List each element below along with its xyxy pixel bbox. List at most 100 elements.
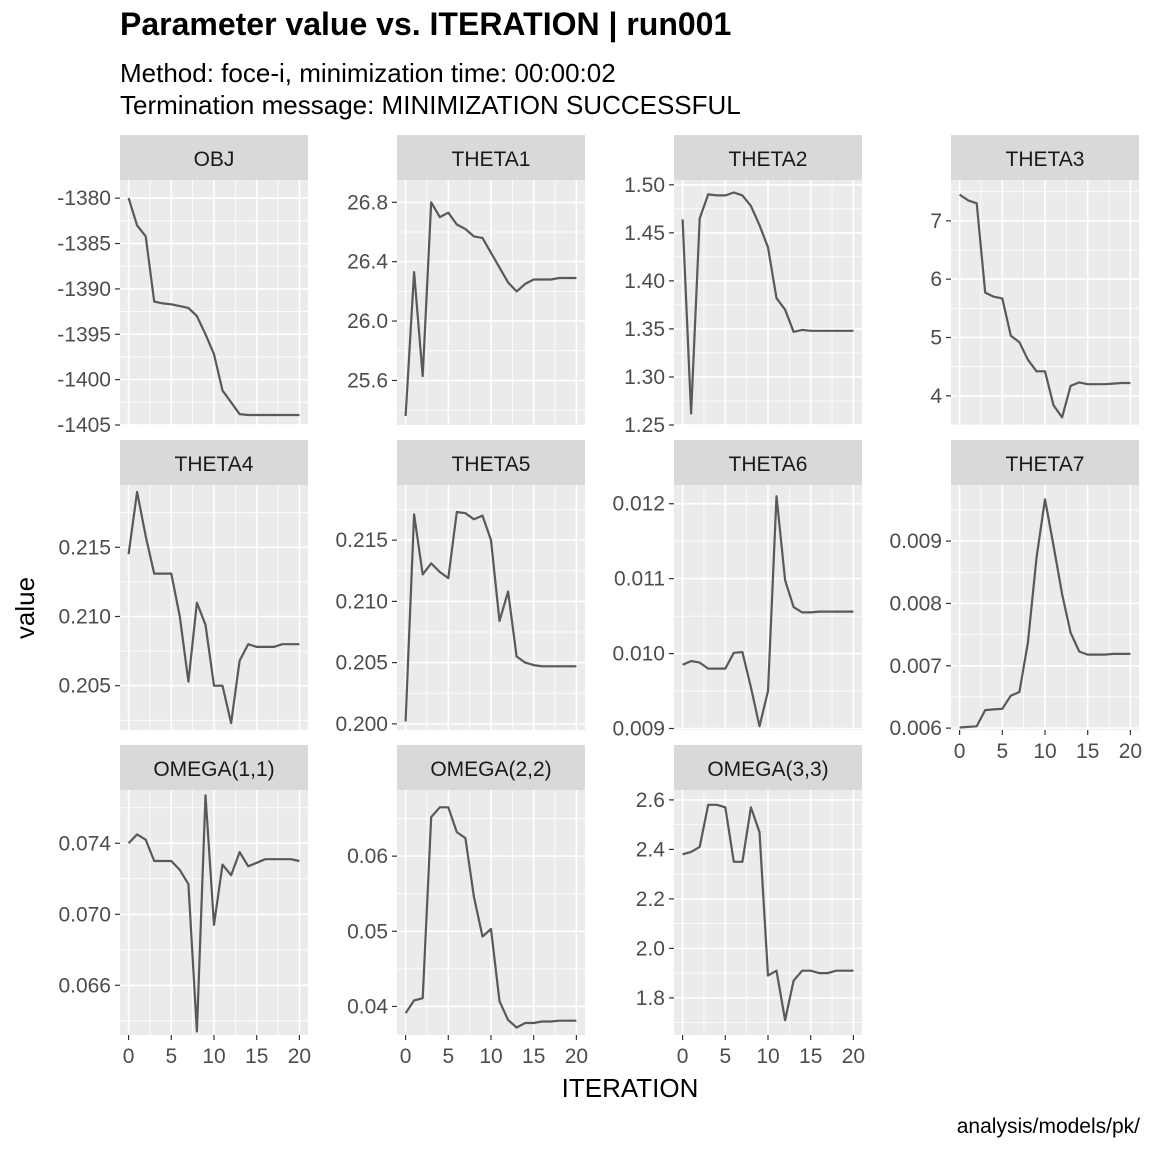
facet-strip-label: THETA7 [1006,453,1085,476]
y-tick-label: 0.009 [889,530,942,553]
facet-strip-label: OMEGA(3,3) [707,758,828,781]
x-tick-label: 15 [245,1045,268,1068]
facet-panel: OMEGA(3,3) 1.8 2.0 2.2 2.4 2.6 0 5 10 15 20 [636,745,865,1068]
series-line [404,201,577,417]
facet-panel: THETA6 0.009 0.010 0.011 0.012 [612,440,862,741]
series-line [127,794,300,1033]
facet-panel: THETA4 0.205 0.210 0.215 [58,440,308,730]
y-tick-label: 0.074 [58,832,111,855]
series-line [682,495,854,728]
y-tick-label: 25.6 [347,369,388,392]
y-tick-label: 0.200 [335,713,388,736]
y-tick-label: 1.8 [636,987,665,1010]
y-tick-label: 0.010 [612,643,665,666]
facet-strip-label: OMEGA(1,1) [153,758,274,781]
y-tick-label: 0.05 [347,920,388,943]
x-tick-label: 10 [202,1045,225,1068]
facet-strip [397,135,585,180]
facet-panel: OBJ -1380 -1385 -1390 -1395 -1400 -1405 [57,135,308,437]
y-tick-label: 0.009 [612,718,665,741]
x-tick-label: 15 [522,1045,545,1068]
y-tick-label: -1395 [57,323,111,346]
y-tick-label: 5 [930,327,942,350]
x-tick-label: 15 [1076,740,1099,763]
y-tick-label: -1385 [57,233,111,256]
facet-strip-label: THETA6 [729,453,808,476]
y-tick-label: -1380 [57,187,111,210]
y-tick-label: 2.0 [636,937,665,960]
y-tick-label: 1.45 [624,222,665,245]
y-tick-label: 0.215 [58,536,111,559]
series-line [958,193,1131,419]
y-tick-label: 0.008 [889,592,942,615]
facet-strip [951,135,1139,180]
y-axis-label: value [10,577,40,639]
y-tick-label: 26.8 [347,191,388,214]
y-tick-label: 2.2 [636,888,665,911]
facet-strip [397,440,585,485]
chart-caption: analysis/models/pk/ [956,1115,1140,1138]
y-tick-label: 1.50 [624,174,665,197]
y-tick-label: 7 [930,210,942,233]
x-tick-label: 20 [565,1045,588,1068]
y-tick-label: 0.210 [335,590,388,613]
x-tick-label: 20 [288,1045,311,1068]
facet-panel: OMEGA(1,1) 0.066 0.070 0.074 0 5 10 15 20 [58,745,311,1068]
y-tick-label: 0.06 [347,845,388,868]
x-tick-label: 5 [442,1045,454,1068]
facet-strip-label: THETA1 [452,148,531,171]
facet-panel: THETA5 0.200 0.205 0.210 0.215 [335,440,585,736]
y-tick-label: 0.210 [58,605,111,628]
x-tick-label: 0 [677,1045,689,1068]
y-tick-label: 2.4 [636,838,666,861]
facet-strip-label: THETA3 [1006,148,1085,171]
x-axis-label: ITERATION [562,1073,699,1103]
x-tick-label: 5 [165,1045,177,1068]
series-line [959,498,1131,729]
facet-strip [397,745,585,790]
facet-strip-label: OBJ [194,148,235,171]
x-tick-label: 10 [479,1045,502,1068]
x-tick-label: 15 [799,1045,822,1068]
facet-strip [120,135,308,180]
series-line [682,803,854,1022]
y-tick-label: 0.066 [58,974,111,997]
x-tick-label: 5 [719,1045,731,1068]
facet-panel: THETA1 25.6 26.0 26.4 26.8 [347,135,585,425]
y-tick-label: 0.070 [58,903,111,926]
facet-strip-label: THETA4 [175,453,254,476]
y-tick-label: 1.25 [624,414,665,437]
y-tick-label: 26.0 [347,310,388,333]
y-tick-label: 0.215 [335,529,388,552]
facet-panel: THETA3 4 5 6 7 [930,135,1139,426]
facet-strip [674,440,862,485]
facet-strip [120,745,308,790]
x-tick-label: 10 [1033,740,1056,763]
y-tick-label: 0.011 [614,568,665,591]
y-tick-label: -1390 [57,278,111,301]
y-tick-label: 0.006 [889,717,942,740]
y-tick-label: 1.30 [624,366,665,389]
y-tick-label: 26.4 [347,251,388,274]
y-tick-label: 0.205 [58,675,111,698]
y-tick-label: 0.205 [335,652,388,675]
series-line [404,806,577,1029]
facet-strip-label: THETA5 [452,453,531,476]
y-tick-label: 1.40 [624,270,665,293]
facet-panel: THETA2 1.25 1.30 1.35 1.40 1.45 1.50 [624,135,862,437]
facet-strip [674,745,862,790]
chart-title: Parameter value vs. ITERATION | run001 [120,6,732,42]
x-tick-label: 0 [400,1045,412,1068]
facet-strip [951,440,1139,485]
facet-panel: OMEGA(2,2) 0.04 0.05 0.06 0 5 10 15 20 [347,745,588,1068]
x-tick-label: 5 [996,740,1008,763]
series-line [127,490,300,725]
facet-strip-label: OMEGA(2,2) [430,758,551,781]
series-line [404,510,577,722]
y-tick-label: 6 [930,268,942,291]
y-tick-label: -1405 [57,414,111,437]
x-tick-label: 20 [842,1045,865,1068]
y-tick-label: 0.04 [347,995,388,1018]
